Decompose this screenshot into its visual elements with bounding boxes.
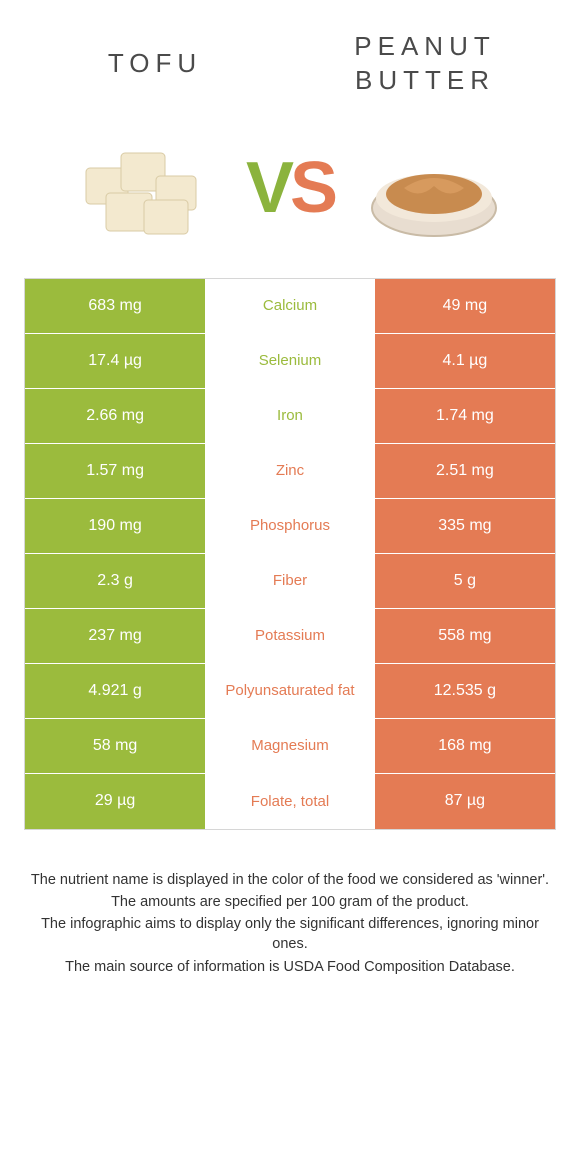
left-value: 2.66 mg xyxy=(25,389,205,443)
footer-line: The main source of information is USDA F… xyxy=(30,957,550,977)
table-row: 2.66 mgIron1.74 mg xyxy=(25,389,555,444)
footer-notes: The nutrient name is displayed in the co… xyxy=(0,830,580,999)
right-value: 5 g xyxy=(375,554,555,608)
vs-s: S xyxy=(290,148,334,228)
right-value: 558 mg xyxy=(375,609,555,663)
right-value: 1.74 mg xyxy=(375,389,555,443)
table-row: 58 mgMagnesium168 mg xyxy=(25,719,555,774)
footer-line: The amounts are specified per 100 gram o… xyxy=(30,892,550,912)
nutrient-label: Polyunsaturated fat xyxy=(205,664,375,718)
footer-line: The nutrient name is displayed in the co… xyxy=(30,870,550,890)
left-value: 58 mg xyxy=(25,719,205,773)
left-value: 1.57 mg xyxy=(25,444,205,498)
nutrient-label: Potassium xyxy=(205,609,375,663)
nutrient-label: Calcium xyxy=(205,279,375,333)
right-value: 4.1 µg xyxy=(375,334,555,388)
left-value: 683 mg xyxy=(25,279,205,333)
nutrient-label: Magnesium xyxy=(205,719,375,773)
right-value: 335 mg xyxy=(375,499,555,553)
table-row: 4.921 gPolyunsaturated fat12.535 g xyxy=(25,664,555,719)
vs-v: V xyxy=(246,148,290,228)
peanut-butter-image xyxy=(354,128,514,248)
left-value: 4.921 g xyxy=(25,664,205,718)
right-value: 168 mg xyxy=(375,719,555,773)
header: Tofu Peanut butter xyxy=(0,0,580,118)
nutrient-label: Zinc xyxy=(205,444,375,498)
nutrient-label: Folate, total xyxy=(205,774,375,829)
left-value: 237 mg xyxy=(25,609,205,663)
nutrient-label: Iron xyxy=(205,389,375,443)
left-value: 190 mg xyxy=(25,499,205,553)
nutrient-label: Selenium xyxy=(205,334,375,388)
left-food-title: Tofu xyxy=(34,47,277,81)
nutrient-table: 683 mgCalcium49 mg17.4 µgSelenium4.1 µg2… xyxy=(24,278,556,830)
nutrient-label: Fiber xyxy=(205,554,375,608)
right-food-title: Peanut butter xyxy=(304,30,547,98)
table-row: 190 mgPhosphorus335 mg xyxy=(25,499,555,554)
right-value: 49 mg xyxy=(375,279,555,333)
nutrient-label: Phosphorus xyxy=(205,499,375,553)
table-row: 683 mgCalcium49 mg xyxy=(25,279,555,334)
table-row: 17.4 µgSelenium4.1 µg xyxy=(25,334,555,389)
right-value: 87 µg xyxy=(375,774,555,829)
vs-label: VS xyxy=(246,147,334,229)
right-value: 2.51 mg xyxy=(375,444,555,498)
images-row: VS xyxy=(0,118,580,278)
right-value: 12.535 g xyxy=(375,664,555,718)
left-value: 2.3 g xyxy=(25,554,205,608)
table-row: 2.3 gFiber5 g xyxy=(25,554,555,609)
table-row: 1.57 mgZinc2.51 mg xyxy=(25,444,555,499)
tofu-image xyxy=(66,128,226,248)
left-value: 29 µg xyxy=(25,774,205,829)
footer-line: The infographic aims to display only the… xyxy=(30,914,550,955)
left-value: 17.4 µg xyxy=(25,334,205,388)
table-row: 237 mgPotassium558 mg xyxy=(25,609,555,664)
table-row: 29 µgFolate, total87 µg xyxy=(25,774,555,829)
